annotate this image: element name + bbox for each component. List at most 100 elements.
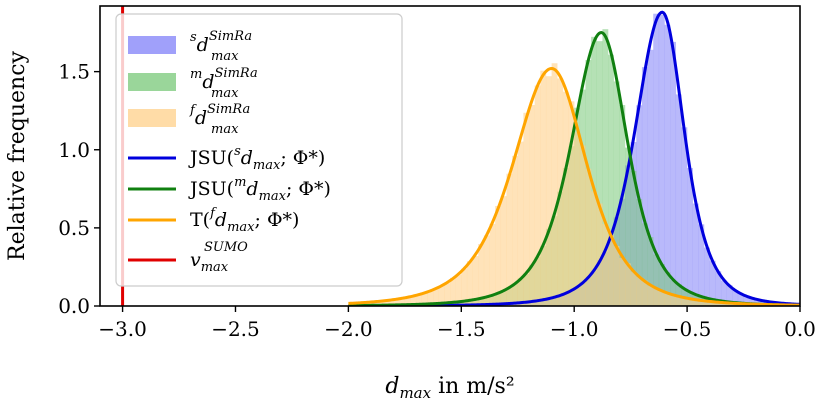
histogram-bar [647,49,654,306]
histogram-bar [732,290,739,306]
histogram-bar [681,127,688,306]
histogram-bar [483,235,490,306]
histogram-bar [450,277,456,306]
histogram-bar [551,63,558,306]
histogram-bar [715,302,722,306]
histogram-bar [387,300,394,306]
histogram-bar [625,147,631,306]
histogram-bar [630,170,637,306]
histogram-bar [641,67,648,306]
x-axis-ticks: −3.0 −2.5 −2.0 −1.5 −1.0 −0.5 0.0 [98,306,816,341]
histogram-bar [670,280,677,306]
histogram-bar [455,274,462,306]
histogram-bar [737,293,744,306]
y-tick-label: 0.0 [58,294,90,318]
histogram-bar [630,271,637,306]
legend-label: fdSimRa max [189,102,250,137]
y-tick-label: 1.5 [58,60,90,84]
histogram-bar [438,285,445,306]
histogram-bar [523,112,530,306]
histogram-bar [574,132,581,306]
histogram-bar [641,280,648,306]
histogram-bar [692,299,699,306]
legend-label: mdSimRa max [190,66,258,101]
histogram-bar [433,288,439,306]
y-axis-label: Relative frequency [5,50,30,260]
histogram-bar [399,298,406,306]
histogram-bar [687,168,693,306]
histogram-bar [500,196,507,306]
x-tick-label: −1.0 [550,317,599,341]
histogram-bar [658,14,665,306]
histogram-bar [664,24,671,306]
histogram-bar [404,297,411,306]
histogram-bar [529,105,535,306]
histogram-bar [416,294,422,306]
histogram-bar [692,203,699,306]
histogram-bar [444,283,451,306]
histogram-bar [681,297,688,306]
legend-swatch [128,36,176,54]
histogram-bar [720,302,727,306]
histogram-bar [625,263,631,306]
x-tick-label: −2.5 [211,317,260,341]
histogram-bar [495,206,502,306]
histogram-bar [512,155,518,306]
histogram-bar [647,237,654,306]
fit-curve-line [348,66,800,306]
x-tick-label: 0.0 [784,317,816,341]
histogram-bar [466,261,473,306]
y-tick-label: 1.0 [58,138,90,162]
histogram-bar [382,300,389,306]
legend-swatch [128,73,176,91]
histogram-bar [698,300,705,306]
histogram-bar [653,254,660,306]
histogram-bar [421,292,428,306]
histogram-bar [596,203,603,306]
x-tick-label: −1.5 [437,317,486,341]
legend-label: sdSimRa max [190,29,252,64]
histogram-bar [602,224,609,306]
histogram-bar [749,298,756,306]
histogram-bar [704,301,710,306]
histogram-bar [636,199,643,306]
histogram-bar [670,41,677,306]
histogram-bar [591,36,597,306]
histogram-bar [675,296,682,306]
histogram-bar [613,81,620,306]
histogram-bar [636,276,643,306]
histogram-bar [687,298,693,306]
histogram-bar [540,70,547,306]
histogram-bar [720,280,727,306]
histogram-bar [461,268,468,306]
histogram-bar [658,290,665,306]
x-tick-label: −2.0 [324,317,373,341]
histogram-bar [698,224,705,306]
legend-swatch [128,109,176,127]
legend-label: vmaxSUMO [190,240,248,275]
histogram-bar [619,105,626,306]
histogram-bar [427,291,434,306]
histogram-bar [619,257,626,306]
y-tick-label: 0.5 [58,216,90,240]
histogram-bar [506,173,513,306]
histogram-bar [675,94,682,306]
legend-label: JSU(mdmax; Φ*) [188,175,331,204]
histogram-bar [670,294,677,306]
histogram-bar [641,223,648,306]
histogram-bar [489,223,496,306]
histogram-bar [393,299,400,306]
histogram-bar [709,301,716,306]
histogram-bar [704,247,710,306]
histogram-bar [410,296,417,306]
histogram-bar [472,255,479,306]
histogram-bar [602,29,609,306]
histogram-bar [376,301,383,306]
legend-label: JSU(sdmax; Φ*) [188,144,325,173]
histogram-bar [647,285,654,306]
histogram-layer [348,13,800,306]
histogram-bar [664,293,671,306]
histogram-bar [591,191,597,306]
